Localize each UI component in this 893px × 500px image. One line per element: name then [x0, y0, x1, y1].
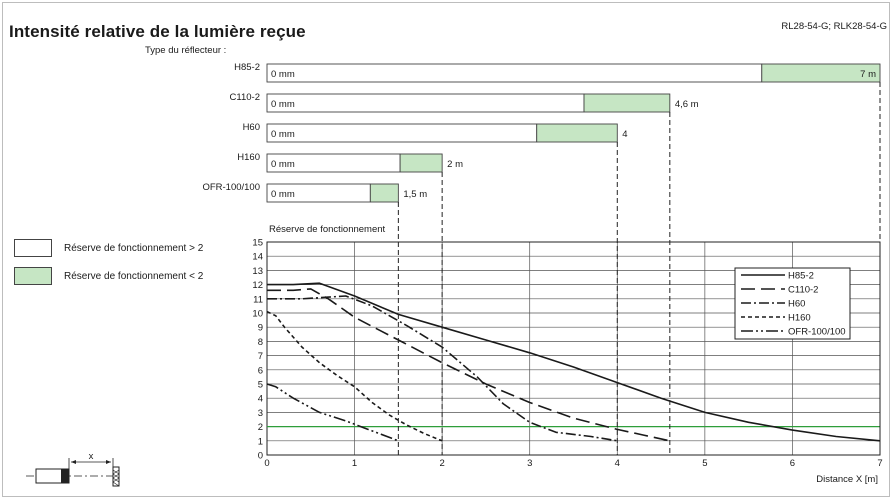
x-tick-label: 1 [352, 458, 357, 469]
series-line-4 [266, 310, 443, 442]
reserve-low-segment [399, 153, 443, 173]
range-label: 7 m [860, 69, 876, 80]
series-line-2 [267, 288, 670, 442]
series-legend-label: OFR-100/100 [788, 327, 846, 338]
reserve-low-segment [583, 93, 671, 113]
series-legend-label: C110-2 [788, 285, 818, 296]
reserve-low-segment [369, 183, 399, 203]
legend-reserve-low-swatch [14, 267, 52, 285]
y-tick-label: 6 [258, 365, 263, 376]
x-tick-label: 4 [615, 458, 620, 469]
reflector-label: C110-2 [230, 92, 260, 103]
series-legend-label: H60 [788, 299, 805, 310]
reflector-label: OFR-100/100 [202, 182, 260, 193]
y-tick-label: 2 [258, 422, 263, 433]
reflector-icon [112, 466, 120, 487]
y-tick-label: 10 [252, 309, 263, 320]
y-tick-label: 7 [258, 351, 263, 362]
legend-reserve-high-swatch [14, 239, 52, 257]
y-tick-label: 8 [258, 337, 263, 348]
y-axis-label: Réserve de fonctionnement [269, 224, 386, 235]
y-tick-label: 4 [258, 394, 263, 405]
reserve-high-segment [266, 123, 538, 143]
legend-reserve-high-label: Réserve de fonctionnement > 2 [64, 242, 204, 254]
reserve-high-segment [266, 63, 763, 83]
x-tick-label: 0 [264, 458, 269, 469]
y-tick-label: 1 [258, 436, 263, 447]
legend-reserve-high: Réserve de fonctionnement > 2 [14, 239, 203, 257]
model-label: RL28-54-G; RLK28-54-G [781, 21, 887, 32]
sensor-lens-icon [61, 469, 69, 483]
bar-start-label: 0 mm [271, 69, 295, 80]
reflector-hatch-icon [112, 469, 120, 487]
y-tick-label: 15 [252, 238, 263, 249]
y-tick-label: 13 [252, 266, 263, 277]
series-line-3 [267, 295, 618, 442]
x-tick-label: 5 [702, 458, 707, 469]
reflector-label: H60 [243, 122, 260, 133]
reflector-label: H85-2 [234, 62, 260, 73]
range-label: 2 m [447, 159, 463, 170]
range-label: 4 [622, 129, 627, 140]
y-tick-label: 0 [258, 451, 263, 462]
series-legend-label: H85-2 [788, 271, 814, 282]
series-line-1 [267, 282, 881, 442]
y-tick-label: 11 [253, 294, 263, 305]
range-label: 1,5 m [403, 189, 427, 200]
range-label: 4,6 m [675, 99, 699, 110]
distance-label: x [89, 451, 94, 462]
series-legend-label: H160 [788, 313, 811, 324]
bar-start-label: 0 mm [271, 129, 295, 140]
y-tick-label: 3 [258, 408, 263, 419]
y-tick-label: 14 [252, 252, 263, 263]
x-tick-label: 3 [527, 458, 532, 469]
bar-start-label: 0 mm [271, 189, 295, 200]
x-tick-label: 6 [790, 458, 795, 469]
y-tick-label: 12 [252, 280, 263, 291]
reserve-low-segment [761, 63, 881, 83]
legend-reserve-low: Réserve de fonctionnement < 2 [14, 267, 203, 285]
y-tick-label: 5 [258, 380, 263, 391]
bar-start-label: 0 mm [271, 99, 295, 110]
page-title: Intensité relative de la lumière reçue [9, 22, 306, 41]
bar-start-label: 0 mm [271, 159, 295, 170]
reserve-low-segment [536, 123, 618, 143]
legend-reserve-low-label: Réserve de fonctionnement < 2 [64, 270, 204, 282]
x-axis-label: Distance X [m] [816, 474, 878, 485]
reflector-type-label: Type du réflecteur : [145, 45, 227, 56]
reserve-high-segment [266, 93, 585, 113]
reflector-label: H160 [237, 152, 260, 163]
series-line-5 [266, 383, 399, 442]
x-tick-label: 2 [439, 458, 444, 469]
y-tick-label: 9 [258, 323, 263, 334]
x-tick-label: 7 [877, 458, 882, 469]
